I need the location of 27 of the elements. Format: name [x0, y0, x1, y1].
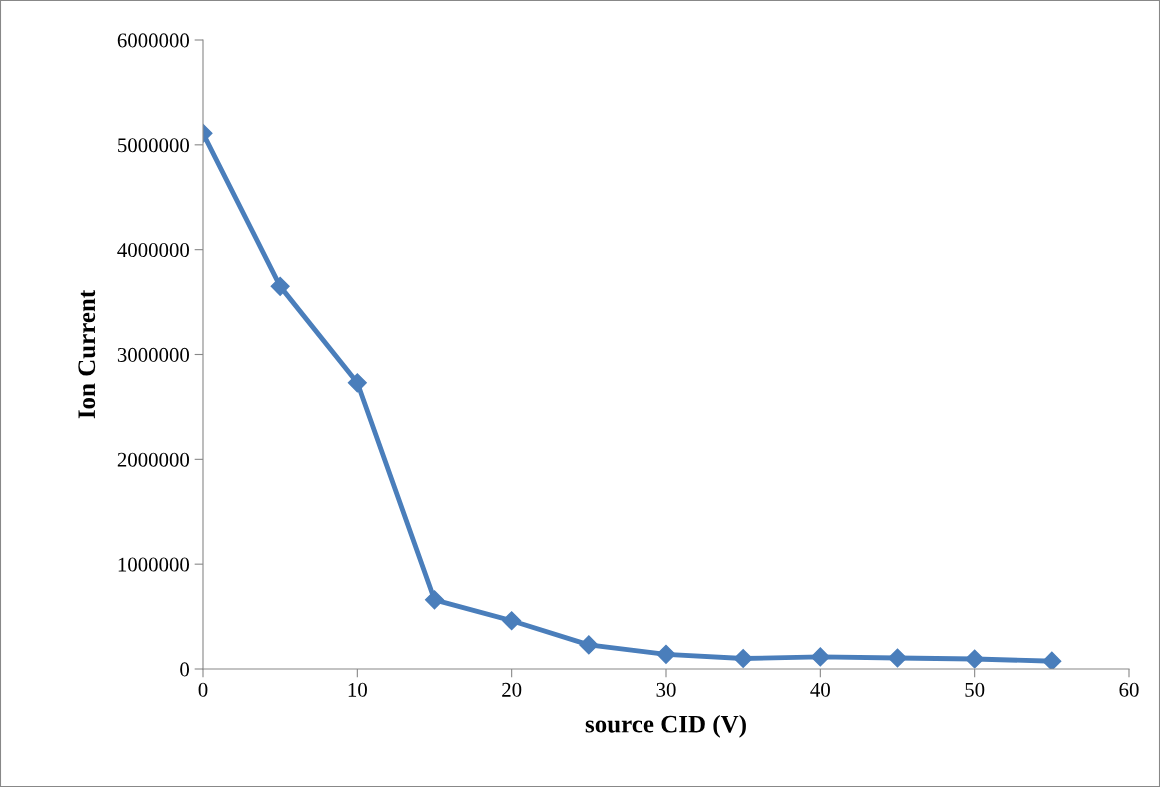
point [270, 276, 290, 296]
y-tick-label: 4000000 [117, 243, 190, 258]
x-tick-label: 10 [348, 682, 367, 697]
point [347, 373, 367, 393]
x-tick-label: 0 [198, 682, 208, 697]
point [656, 644, 676, 664]
y-tick-label: 3000000 [117, 347, 190, 362]
y-tick-label: 1000000 [118, 557, 190, 572]
y-tick-label: 0 [180, 662, 190, 677]
point [887, 648, 908, 668]
x-tick-label: 20 [502, 682, 522, 697]
y-tick-label: 5000000 [118, 138, 190, 153]
x-tick-label: 60 [1119, 682, 1139, 697]
x-tick-label: 40 [810, 682, 830, 697]
point [1042, 651, 1062, 669]
y-axis-title: Ion Current [78, 289, 96, 419]
y-tick-label: 6000000 [117, 33, 190, 48]
point [965, 649, 985, 669]
x-tick-label: 30 [656, 682, 676, 697]
point [810, 647, 830, 667]
point [579, 635, 599, 655]
point [733, 648, 753, 669]
point [424, 590, 445, 610]
point [502, 611, 522, 631]
y-tick-label: 2000000 [117, 452, 190, 467]
x-tick-label: 50 [965, 682, 985, 697]
x-axis-title: source CID (V) [585, 714, 746, 738]
